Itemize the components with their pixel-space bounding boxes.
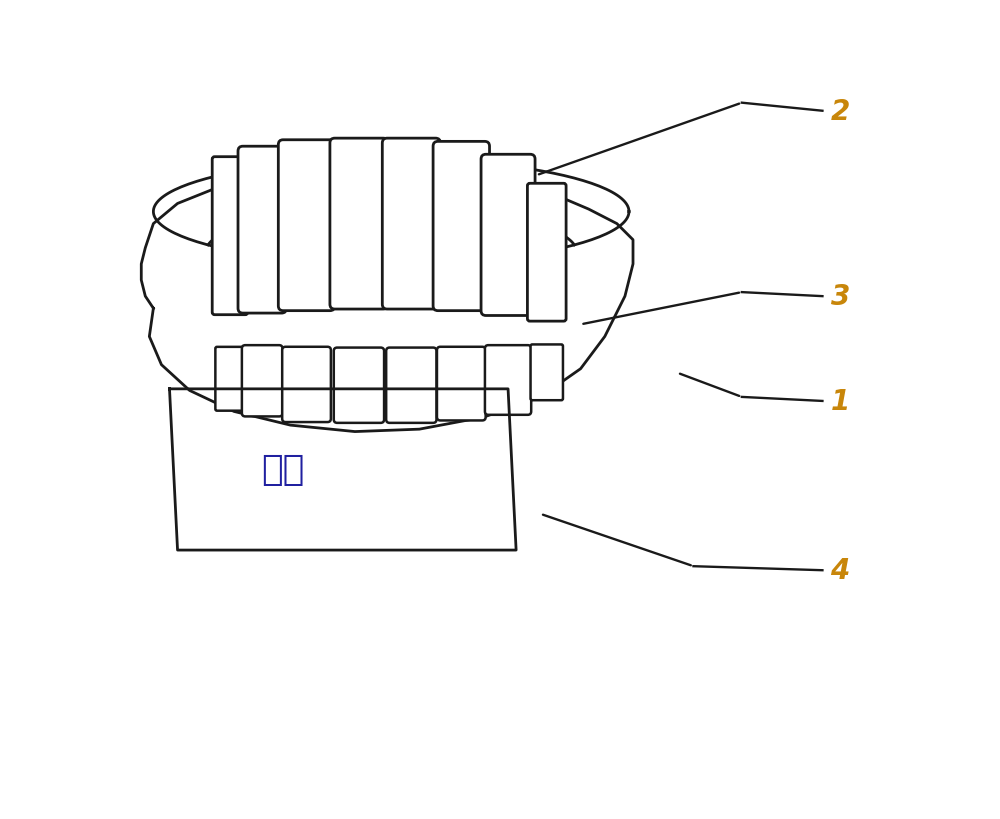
FancyBboxPatch shape [437,347,486,421]
FancyBboxPatch shape [433,143,490,311]
FancyBboxPatch shape [330,139,388,310]
Text: 3: 3 [831,283,850,310]
Text: 1: 1 [831,387,850,415]
FancyBboxPatch shape [527,184,566,322]
FancyBboxPatch shape [382,139,440,310]
FancyBboxPatch shape [215,347,245,411]
Text: 乳齿: 乳齿 [261,453,304,486]
Text: 2: 2 [831,97,850,125]
FancyBboxPatch shape [386,348,436,423]
Text: 4: 4 [831,557,850,585]
FancyBboxPatch shape [531,345,563,400]
FancyBboxPatch shape [282,347,331,423]
FancyBboxPatch shape [238,147,286,314]
FancyBboxPatch shape [242,346,283,417]
FancyBboxPatch shape [278,141,335,311]
FancyBboxPatch shape [481,155,535,316]
FancyBboxPatch shape [212,157,248,315]
FancyBboxPatch shape [334,348,384,423]
FancyBboxPatch shape [485,346,531,415]
